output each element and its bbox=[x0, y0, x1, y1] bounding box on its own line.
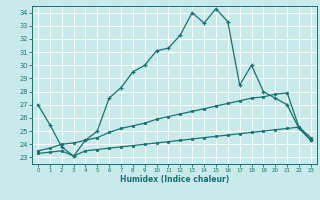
X-axis label: Humidex (Indice chaleur): Humidex (Indice chaleur) bbox=[120, 175, 229, 184]
